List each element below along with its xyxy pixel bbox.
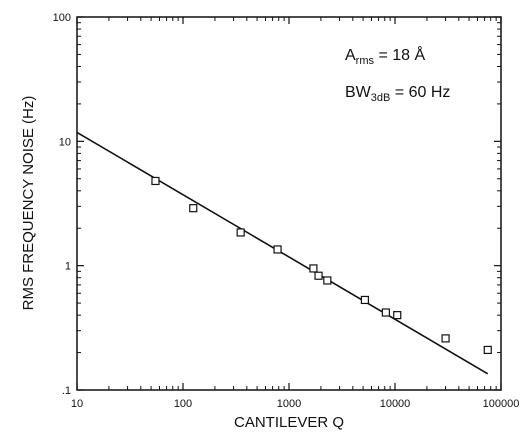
y-tick-label: 1	[65, 261, 71, 273]
x-tick-label: 100	[174, 398, 192, 410]
data-point	[381, 308, 390, 317]
data-point	[151, 176, 160, 186]
x-tick-label: 10	[71, 398, 83, 410]
data-point	[314, 271, 323, 280]
annotation-amplitude-sub: rms	[356, 55, 375, 67]
data-point	[236, 228, 245, 237]
y-axis-label: RMS FREQUENCY NOISE (Hz)	[20, 96, 37, 311]
fit-line	[76, 131, 489, 375]
data-point	[483, 345, 492, 355]
annotation-bandwidth-value: = 60 Hz	[390, 84, 450, 101]
fit-line-group	[76, 131, 489, 375]
data-point	[360, 295, 369, 305]
annotation-amplitude-main: A	[345, 47, 356, 64]
data-markers	[151, 176, 492, 355]
data-point	[309, 264, 318, 273]
y-tick-label: .1	[62, 385, 71, 397]
plot-frame	[76, 16, 502, 391]
annotation-amplitude: Arms = 18 Å	[345, 45, 425, 67]
data-point	[441, 334, 450, 343]
data-point	[323, 276, 332, 285]
data-point	[393, 311, 402, 320]
annotation-amplitude-value: = 18 Å	[374, 45, 425, 64]
x-tick-label: 100000	[483, 398, 520, 410]
annotation-bandwidth: BW3dB = 60 Hz	[345, 84, 450, 104]
x-axis-label: CANTILEVER Q	[234, 414, 344, 431]
y-tick-label: 100	[53, 12, 71, 24]
annotation-bandwidth-main: BW	[345, 84, 372, 101]
ticks	[76, 16, 502, 391]
x-tick-label: 1000	[277, 398, 301, 410]
x-tick-label: 10000	[380, 398, 411, 410]
x-tick-labels: 10 100 1000 10000 100000	[71, 398, 519, 410]
y-tick-labels: .1 1 10 100	[53, 12, 71, 397]
data-point	[189, 204, 198, 213]
data-point	[273, 245, 282, 254]
y-tick-label: 10	[59, 136, 71, 148]
annotation-bandwidth-sub: 3dB	[371, 92, 391, 104]
